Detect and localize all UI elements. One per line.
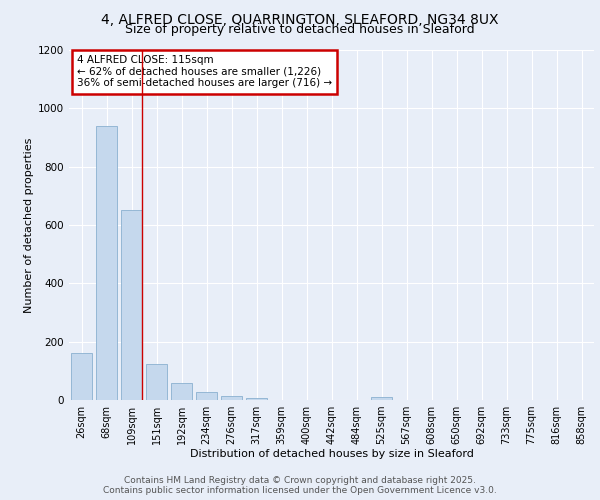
Bar bbox=[221, 396, 242, 400]
X-axis label: Distribution of detached houses by size in Sleaford: Distribution of detached houses by size … bbox=[190, 448, 473, 458]
Text: 4, ALFRED CLOSE, QUARRINGTON, SLEAFORD, NG34 8UX: 4, ALFRED CLOSE, QUARRINGTON, SLEAFORD, … bbox=[101, 12, 499, 26]
Bar bbox=[121, 210, 142, 400]
Text: Contains HM Land Registry data © Crown copyright and database right 2025.
Contai: Contains HM Land Registry data © Crown c… bbox=[103, 476, 497, 495]
Bar bbox=[196, 392, 217, 400]
Text: Size of property relative to detached houses in Sleaford: Size of property relative to detached ho… bbox=[125, 22, 475, 36]
Bar bbox=[71, 354, 92, 400]
Y-axis label: Number of detached properties: Number of detached properties bbox=[24, 138, 34, 312]
Bar bbox=[246, 398, 267, 400]
Text: 4 ALFRED CLOSE: 115sqm
← 62% of detached houses are smaller (1,226)
36% of semi-: 4 ALFRED CLOSE: 115sqm ← 62% of detached… bbox=[77, 56, 332, 88]
Bar bbox=[171, 382, 192, 400]
Bar bbox=[146, 364, 167, 400]
Bar bbox=[96, 126, 117, 400]
Bar bbox=[371, 397, 392, 400]
